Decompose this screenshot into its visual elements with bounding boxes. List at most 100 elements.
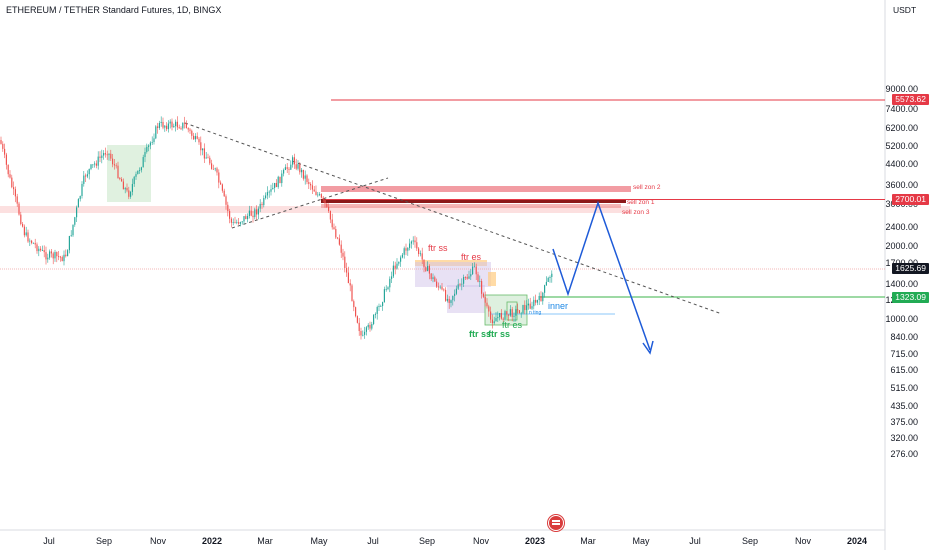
candle-body <box>203 148 205 159</box>
candle-body <box>445 289 447 301</box>
candle-body <box>180 128 182 130</box>
us-flag-icon[interactable] <box>548 515 564 531</box>
candle-body <box>117 165 119 178</box>
price-tick-label: 840.00 <box>890 332 918 343</box>
candle-body <box>297 164 299 169</box>
time-tick-label: 2022 <box>201 536 223 546</box>
candle-body <box>515 309 517 316</box>
candle-body <box>230 218 232 223</box>
candle-body <box>182 122 184 129</box>
candle-body <box>88 168 90 175</box>
candle-body <box>482 293 484 297</box>
candle-body <box>484 296 486 303</box>
candle-body <box>497 317 499 319</box>
time-tick-label: Jul <box>367 536 379 546</box>
candle-body <box>50 251 52 254</box>
candle-body <box>524 304 526 311</box>
candle-body <box>479 281 481 282</box>
projection-path <box>552 200 651 351</box>
candle-body <box>185 123 187 129</box>
candle-body <box>281 173 283 184</box>
zone-pink-wide <box>0 206 630 213</box>
candle-body <box>173 125 175 128</box>
candle-body <box>4 148 6 155</box>
candle-body <box>270 189 272 192</box>
candle-body <box>41 250 43 251</box>
candle-body <box>153 138 155 143</box>
candle-body <box>308 182 310 185</box>
candle-body <box>468 276 470 279</box>
time-tick-label: May <box>632 536 650 546</box>
price-tag-2700: 2700.01 <box>892 194 929 205</box>
candle-body <box>452 295 454 301</box>
candle-body <box>266 192 268 196</box>
candle-body <box>394 265 396 269</box>
candle-body <box>293 157 295 165</box>
candle-body <box>470 274 472 277</box>
candle-body <box>77 199 79 208</box>
candle-body <box>392 265 394 277</box>
candle-body <box>175 121 177 126</box>
candle-body <box>499 312 501 318</box>
candle-body <box>463 277 465 284</box>
candle-body <box>367 324 369 328</box>
sell-zone-2 <box>321 186 631 192</box>
candle-body <box>5 154 7 165</box>
price-tick-label: 715.00 <box>890 349 918 360</box>
candle-body <box>311 185 313 190</box>
candle-body <box>542 292 544 302</box>
candle-body <box>364 331 366 335</box>
candle-body <box>47 257 49 260</box>
small-level-label: n ting <box>529 310 542 316</box>
candle-body <box>306 175 308 183</box>
candle-body <box>232 222 234 223</box>
candle-body <box>97 156 99 166</box>
candle-body <box>178 127 180 129</box>
sell-zone-3-label: sell zon 3 <box>622 209 650 216</box>
candle-body <box>407 247 409 251</box>
candle-body <box>25 232 27 236</box>
candle-body <box>403 248 405 255</box>
ftr-es-bottom-label: ftr es <box>502 320 523 330</box>
candle-body <box>243 216 245 222</box>
candle-body <box>86 174 88 177</box>
candle-body <box>362 334 364 336</box>
candle-body <box>265 195 267 199</box>
candle-body <box>43 250 45 253</box>
time-tick-label: Sep <box>95 536 113 546</box>
candle-body <box>418 248 420 254</box>
candle-body <box>551 273 553 277</box>
candle-body <box>191 130 193 136</box>
candle-body <box>70 235 72 237</box>
candle-body <box>0 140 2 144</box>
candle-body <box>387 287 389 290</box>
candle-body <box>473 266 475 268</box>
candle-body <box>288 168 290 170</box>
candle-body <box>349 283 351 286</box>
candle-body <box>223 190 225 197</box>
candle-body <box>139 170 141 171</box>
candle-body <box>371 323 373 329</box>
candle-body <box>423 259 425 268</box>
candle-body <box>11 177 13 188</box>
candle-body <box>405 248 407 251</box>
candle-body <box>59 256 61 258</box>
candle-body <box>9 174 11 178</box>
time-tick-label: May <box>310 536 328 546</box>
candle-body <box>526 305 528 311</box>
candle-body <box>320 194 322 198</box>
price-tick-label: 1000.00 <box>885 313 918 324</box>
candle-body <box>149 142 151 146</box>
candle-body <box>378 306 380 308</box>
candle-body <box>461 283 463 285</box>
price-tick-label: 9000.00 <box>885 83 918 94</box>
candle-body <box>58 256 60 258</box>
candle-body <box>79 196 81 200</box>
candle-body <box>18 203 20 215</box>
candle-body <box>284 167 286 171</box>
price-tick-label: 3600.00 <box>885 179 918 190</box>
sell-zone-2-label: sell zon 2 <box>633 184 661 191</box>
candle-body <box>2 143 4 149</box>
candle-body <box>146 146 148 152</box>
